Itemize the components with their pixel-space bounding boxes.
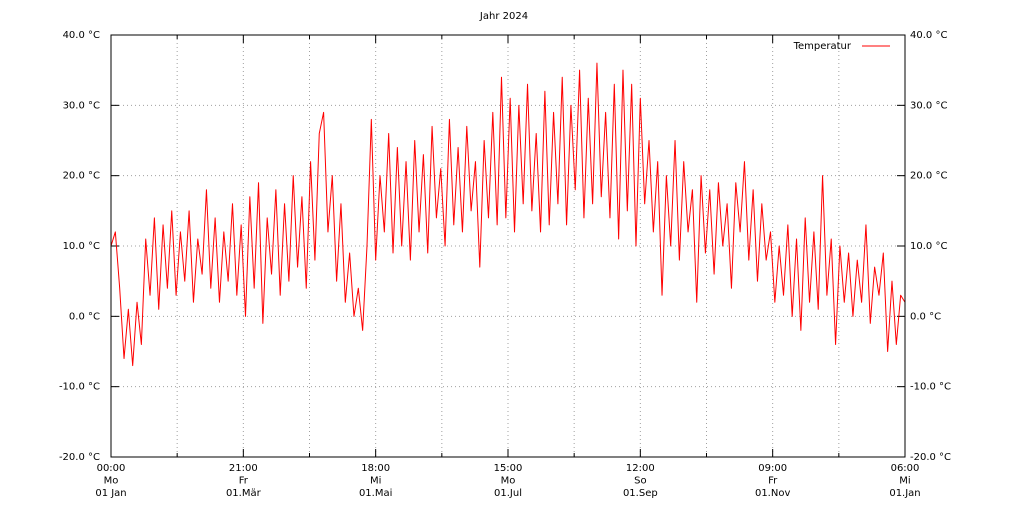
y-tick-label: 10.0 °C	[63, 241, 100, 252]
y2-tick-label: 20.0 °C	[910, 171, 947, 182]
y2-tick-label: 10.0 °C	[910, 241, 947, 252]
y-tick-label: 40.0 °C	[63, 30, 100, 41]
x-tick-label: 21:00	[229, 463, 258, 474]
x-tick-label: 01.Jan	[889, 488, 920, 499]
y-tick-label: 30.0 °C	[63, 100, 100, 111]
x-tick-label: 09:00	[758, 463, 787, 474]
x-tick-label: 01.Jul	[494, 488, 522, 499]
y-tick-label: 0.0 °C	[69, 311, 100, 322]
y-tick-label: -20.0 °C	[59, 452, 100, 463]
series-line	[110, 62, 906, 367]
y2-tick-label: -10.0 °C	[910, 382, 951, 393]
x-tick-label: Fr	[768, 476, 778, 487]
legend-label: Temperatur	[793, 41, 852, 52]
x-tick-label: Mi	[899, 476, 910, 487]
y-tick-label: -10.0 °C	[59, 382, 100, 393]
x-tick-label: Mo	[104, 476, 119, 487]
x-tick-label: 01.Mai	[359, 488, 392, 499]
y2-tick-label: -20.0 °C	[910, 452, 951, 463]
x-tick-label: 18:00	[361, 463, 390, 474]
x-tick-label: 06:00	[891, 463, 920, 474]
x-tick-label: 01 Jan	[95, 488, 126, 499]
y2-tick-label: 40.0 °C	[910, 30, 947, 41]
y-tick-label: 20.0 °C	[63, 171, 100, 182]
x-tick-label: 01.Sep	[623, 488, 658, 499]
x-tick-label: 01.Nov	[755, 488, 791, 499]
chart-title: Jahr 2024	[479, 11, 528, 22]
x-tick-label: Fr	[239, 476, 249, 487]
x-tick-label: Mo	[501, 476, 516, 487]
x-tick-label: 15:00	[494, 463, 523, 474]
y2-tick-label: 30.0 °C	[910, 100, 947, 111]
x-tick-label: 12:00	[626, 463, 655, 474]
x-tick-label: Mi	[370, 476, 381, 487]
plot-frame	[110, 34, 906, 458]
y2-tick-label: 0.0 °C	[910, 311, 941, 322]
x-tick-label: 01.Mär	[226, 488, 262, 499]
x-tick-label: 00:00	[97, 463, 126, 474]
x-tick-label: So	[634, 476, 646, 487]
